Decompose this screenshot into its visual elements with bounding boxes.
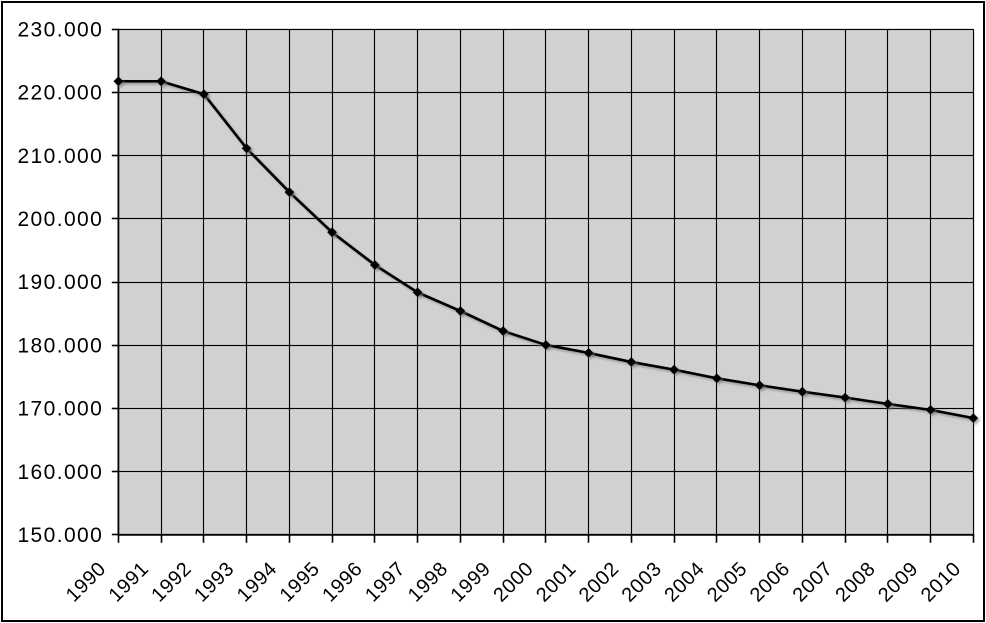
svg-text:190.000: 190.000	[17, 271, 103, 294]
svg-text:150.000: 150.000	[17, 524, 103, 547]
svg-text:180.000: 180.000	[17, 334, 103, 357]
svg-text:170.000: 170.000	[17, 398, 103, 421]
svg-text:160.000: 160.000	[17, 461, 103, 484]
svg-text:210.000: 210.000	[17, 145, 103, 168]
svg-text:220.000: 220.000	[17, 82, 103, 105]
svg-text:230.000: 230.000	[17, 18, 103, 41]
svg-text:200.000: 200.000	[17, 208, 103, 231]
